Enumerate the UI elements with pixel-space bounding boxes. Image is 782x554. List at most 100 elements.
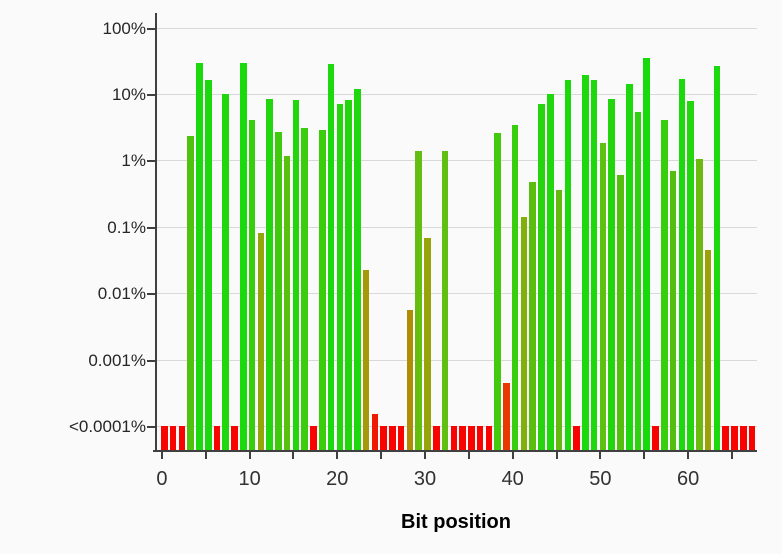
bar-bit-47 — [573, 425, 580, 450]
y-axis-label: <0.0001% — [68, 416, 146, 436]
x-tick — [599, 452, 602, 459]
bar-bit-11 — [257, 233, 265, 450]
bar-bit-63 — [713, 66, 721, 450]
bar-bit-15 — [292, 100, 300, 450]
x-tick — [555, 452, 558, 459]
gridline-100% — [156, 28, 757, 29]
gridline-10% — [156, 94, 757, 95]
gridline-0.001% — [156, 360, 757, 361]
x-axis-label: 30 — [413, 468, 437, 490]
bar-bit-49 — [590, 80, 598, 450]
y-tick — [147, 227, 155, 229]
bar-bit-12 — [266, 99, 273, 450]
bar-bit-30 — [424, 237, 431, 450]
x-axis-label: 50 — [589, 468, 612, 490]
bar-bit-60 — [687, 101, 694, 450]
bar-bit-16 — [301, 127, 308, 450]
x-axis-line — [153, 450, 757, 452]
y-tick — [147, 28, 155, 30]
bar-bit-65 — [731, 425, 738, 450]
bar-bit-27 — [397, 425, 405, 450]
bar-bit-39 — [503, 382, 510, 450]
bar-bit-67 — [748, 425, 756, 450]
y-axis-label: 100% — [102, 18, 146, 38]
bar-bit-45 — [555, 189, 563, 450]
bar-bit-37 — [485, 425, 493, 450]
bar-bit-26 — [389, 425, 396, 450]
bar-bit-66 — [739, 425, 747, 450]
bar-bit-46 — [564, 80, 572, 450]
bar-bit-9 — [240, 63, 247, 450]
x-tick — [380, 452, 383, 459]
x-axis-label: 10 — [238, 468, 261, 490]
x-tick — [204, 452, 207, 459]
bar-bit-61 — [696, 158, 703, 450]
x-axis-label: 60 — [676, 468, 700, 490]
bar-bit-64 — [722, 425, 729, 450]
x-axis-label: 20 — [326, 468, 349, 490]
bar-bit-14 — [283, 156, 291, 450]
bar-bit-51 — [608, 98, 615, 450]
bar-bit-4 — [196, 63, 203, 450]
y-axis-label: 10% — [111, 84, 146, 104]
y-axis-label: 0.001% — [88, 350, 146, 370]
x-tick — [730, 452, 733, 459]
bar-bit-32 — [441, 150, 449, 450]
bar-bit-62 — [704, 249, 712, 450]
bar-bit-57 — [660, 120, 668, 450]
bar-bit-18 — [318, 129, 326, 450]
bar-bit-36 — [476, 425, 484, 450]
y-tick — [147, 293, 155, 295]
bar-bit-35 — [468, 425, 475, 450]
x-tick — [248, 452, 251, 459]
bar-bit-34 — [459, 425, 466, 450]
y-tick — [147, 426, 155, 428]
bar-bit-3 — [187, 136, 194, 450]
x-axis-label: 40 — [501, 468, 524, 490]
bar-bit-8 — [231, 425, 238, 450]
bar-bit-28 — [406, 309, 414, 450]
y-axis-label: 0.01% — [97, 284, 146, 304]
x-tick — [336, 452, 339, 459]
y-axis-line — [155, 13, 157, 452]
bar-bit-59 — [678, 78, 686, 450]
x-tick — [292, 452, 295, 459]
bar-bit-33 — [450, 425, 458, 450]
y-axis-label: 1% — [121, 151, 146, 171]
gridline-0.01% — [156, 293, 757, 294]
x-axis-title: Bit position — [401, 511, 511, 533]
bar-bit-40 — [511, 125, 519, 450]
bar-bit-19 — [327, 64, 335, 450]
bar-bit-29 — [415, 150, 423, 450]
x-tick — [511, 452, 514, 459]
bar-bit-6 — [213, 425, 221, 450]
bar-bit-48 — [582, 75, 589, 450]
bar-bit-31 — [432, 425, 440, 450]
bar-bit-43 — [538, 104, 545, 450]
y-tick — [147, 360, 155, 362]
bar-bit-7 — [222, 93, 230, 450]
y-tick — [147, 94, 155, 96]
x-tick — [160, 452, 163, 459]
x-tick — [467, 452, 470, 459]
bar-bit-13 — [275, 131, 282, 450]
bar-bit-22 — [354, 88, 361, 450]
bar-bit-38 — [494, 132, 501, 450]
y-axis-label: 0.1% — [107, 217, 146, 237]
bar-bit-23 — [362, 270, 370, 450]
bar-bit-44 — [546, 93, 554, 450]
x-axis-label: 0 — [156, 468, 168, 490]
bar-bit-58 — [669, 171, 677, 450]
bar-bit-55 — [643, 57, 651, 450]
x-tick — [424, 452, 426, 459]
bar-bit-24 — [371, 414, 379, 450]
x-tick — [643, 452, 646, 459]
gridline-1% — [156, 160, 757, 161]
bar-bit-10 — [248, 120, 256, 450]
bar-bit-1 — [169, 425, 177, 450]
bar-bit-54 — [634, 112, 642, 450]
bar-bit-5 — [204, 80, 212, 450]
bar-bit-0 — [161, 425, 168, 450]
